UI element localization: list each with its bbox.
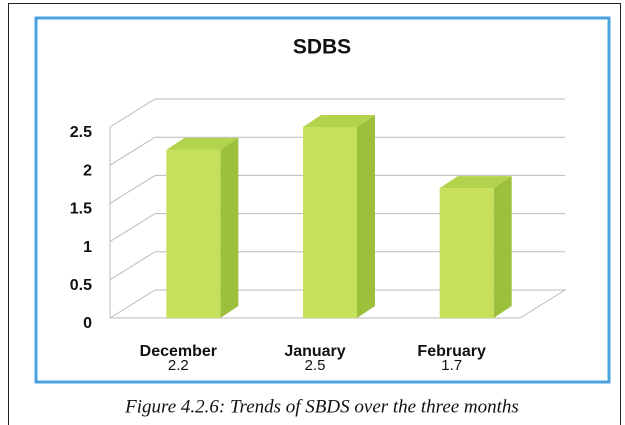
data-label: 1.7 <box>441 357 462 374</box>
figure-frame <box>8 3 621 425</box>
bar-top <box>303 115 375 127</box>
y-tick-label: 2 <box>83 162 92 179</box>
bar-side <box>493 176 512 318</box>
grid-line <box>109 98 565 128</box>
y-tick-label: 2.5 <box>70 124 92 141</box>
bar <box>166 149 221 318</box>
data-label: 2.5 <box>305 357 326 374</box>
grid-line <box>109 136 565 166</box>
data-label: 2.2 <box>168 357 189 374</box>
x-tick-label: January <box>284 343 345 360</box>
bar-top <box>439 176 512 189</box>
bar-side <box>220 137 239 318</box>
chart-title: SDBS <box>293 36 351 59</box>
grid-line <box>109 251 565 281</box>
y-tick-label: 1 <box>83 239 92 256</box>
bar <box>303 127 357 318</box>
y-tick-label: 0 <box>83 315 92 332</box>
x-tick-label: December <box>140 343 217 360</box>
x-tick-label: February <box>417 343 486 360</box>
grid-line <box>109 174 565 204</box>
y-tick-label: 0.5 <box>70 277 92 294</box>
bar-side <box>357 115 375 318</box>
y-tick-label: 1.5 <box>70 201 92 218</box>
grid-line <box>109 213 565 243</box>
bar-top <box>166 137 239 150</box>
figure-caption: Figure 4.2.6: Trends of SBDS over the th… <box>124 396 519 417</box>
bar <box>439 188 494 318</box>
